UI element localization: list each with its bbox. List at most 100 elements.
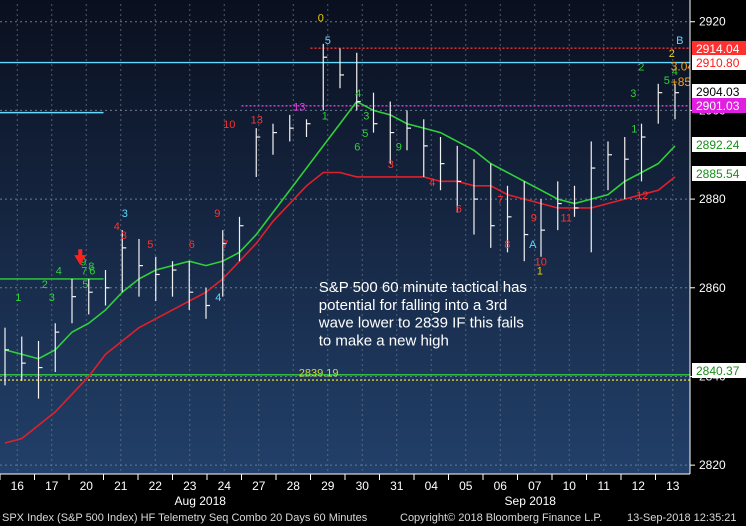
td-count-label: 11 bbox=[561, 212, 572, 224]
x-tick-label: 29 bbox=[321, 479, 335, 493]
td-count-label: 4 bbox=[672, 66, 678, 78]
price-tag-text: 2914.04 bbox=[696, 42, 740, 56]
td-count-label: 2 bbox=[638, 62, 644, 74]
td-count-label: 2 bbox=[42, 279, 48, 291]
x-tick-label: 13 bbox=[666, 479, 680, 493]
price-tag-box bbox=[692, 98, 746, 113]
td-count-label: 5 bbox=[147, 239, 153, 251]
price-tag-box bbox=[692, 166, 746, 181]
td-count-label: 3 bbox=[363, 110, 369, 122]
price-tag-box bbox=[692, 84, 746, 99]
td-count-label: 13 bbox=[293, 101, 305, 113]
x-tick-label: 10 bbox=[563, 479, 577, 493]
footer: SPX Index (S&P 500 Index) HF Telemetry S… bbox=[0, 509, 746, 526]
td-count-label: 8 bbox=[88, 261, 94, 273]
footer-security: SPX Index (S&P 500 Index) HF Telemetry S… bbox=[2, 512, 368, 524]
price-tag-box bbox=[692, 41, 746, 56]
y-tick-label: 2820 bbox=[699, 458, 726, 472]
x-tick-label: 28 bbox=[287, 479, 301, 493]
plot-background bbox=[0, 0, 690, 474]
price-tag-text: 2910.80 bbox=[696, 56, 740, 70]
x-tick-label: 31 bbox=[390, 479, 404, 493]
td-count-label: 3 bbox=[630, 88, 636, 100]
td-count-label: 9 bbox=[531, 212, 537, 224]
td-count-label: 12 bbox=[636, 190, 648, 202]
month-label: Aug 2018 bbox=[175, 494, 227, 508]
td-count-label: 3 bbox=[122, 208, 128, 220]
series-line bbox=[4, 171, 676, 444]
td-count-label: 6 bbox=[89, 265, 95, 277]
price-tag-box bbox=[692, 137, 746, 152]
x-tick-label: 12 bbox=[632, 479, 646, 493]
td-count-label: 10 bbox=[223, 119, 235, 131]
y-tick-label: 2880 bbox=[699, 192, 726, 206]
down-arrow-stem bbox=[78, 249, 83, 257]
td-count-label: 3 bbox=[49, 292, 55, 304]
price-tag-text: 2840.37 bbox=[696, 364, 740, 378]
x-tick-label: 04 bbox=[425, 479, 439, 493]
annotation-text: 2839.19 bbox=[299, 367, 339, 379]
y-tick-label: 2860 bbox=[699, 281, 726, 295]
x-tick-label: 05 bbox=[459, 479, 473, 493]
price-tag-text: 2892.24 bbox=[696, 138, 740, 152]
td-count-label: 1 bbox=[15, 292, 21, 304]
td-count-label: 9 bbox=[80, 257, 86, 269]
td-count-label: 9 bbox=[214, 208, 220, 220]
td-count-label: 0 bbox=[318, 13, 324, 25]
horizontal-lines bbox=[0, 47, 690, 381]
td-count-label: 13 bbox=[251, 115, 263, 127]
series-line bbox=[4, 100, 676, 360]
td-count-label: 10 bbox=[535, 257, 547, 269]
footer-timestamp: 13-Sep-2018 12:35:21 bbox=[627, 512, 737, 524]
x-tick-label: 20 bbox=[80, 479, 94, 493]
td-count-label: 4 bbox=[429, 177, 435, 189]
td-count-label: 7 bbox=[222, 239, 228, 251]
annotation-text: S&P 500 60 minute tactical has bbox=[319, 279, 527, 296]
td-count-label: 8 bbox=[504, 239, 510, 251]
td-count-label: 1 bbox=[631, 124, 637, 136]
td-count-label: 1 bbox=[322, 110, 328, 122]
y-axis-background bbox=[690, 0, 746, 509]
annotation-text: wave lower to 2839 IF this fails bbox=[318, 315, 524, 332]
month-label: Sep 2018 bbox=[505, 494, 557, 508]
x-tick-label: 21 bbox=[114, 479, 128, 493]
td-count-label: 6 bbox=[354, 141, 360, 153]
price-tag-text: 2904.03 bbox=[696, 85, 740, 99]
td-count-label: A bbox=[529, 239, 537, 251]
x-tick-label: 22 bbox=[149, 479, 163, 493]
td-count-label: 4 bbox=[56, 265, 62, 277]
annotation-text: to make a new high bbox=[319, 332, 449, 349]
annotation-text: potential for falling into a 3rd bbox=[319, 297, 507, 314]
td-count-label: 7 bbox=[81, 265, 87, 277]
down-arrow-head bbox=[74, 255, 87, 266]
price-tag-text: 2885.54 bbox=[696, 167, 740, 181]
x-tick-label: 23 bbox=[183, 479, 197, 493]
down-arrow-icon bbox=[74, 249, 87, 266]
td-count-label: 6 bbox=[189, 239, 195, 251]
grid bbox=[0, 4, 690, 474]
td-count-label: 4 bbox=[114, 221, 120, 233]
footer-copyright: Copyright© 2018 Bloomberg Finance L.P. bbox=[400, 512, 603, 524]
price-tag-box bbox=[692, 363, 746, 378]
price-bars bbox=[4, 43, 679, 399]
series-lines bbox=[4, 100, 676, 444]
td-count-label: 5 bbox=[82, 279, 88, 291]
x-tick-label: 27 bbox=[252, 479, 266, 493]
x-tick-label: 30 bbox=[356, 479, 370, 493]
x-axis: 16 17 20 21 22 23 24 27 28 29 30 31 04 05 06 07 10 11 12 13… bbox=[0, 473, 690, 509]
td-count-label: 5 bbox=[325, 35, 331, 47]
td-count-label: 4 bbox=[355, 88, 361, 100]
td-count-label: 3 bbox=[121, 230, 127, 242]
x-tick-label: 17 bbox=[45, 479, 59, 493]
y-tick-label: 2920 bbox=[699, 15, 726, 29]
td-count-label: B bbox=[676, 35, 683, 47]
td-count-label: 2 bbox=[669, 48, 675, 60]
td-count-label: 1 bbox=[537, 265, 543, 277]
y-axis: 282028402860288029002920 bbox=[689, 0, 746, 509]
x-tick-label: 06 bbox=[494, 479, 508, 493]
td-count-label: 3 bbox=[388, 159, 394, 171]
